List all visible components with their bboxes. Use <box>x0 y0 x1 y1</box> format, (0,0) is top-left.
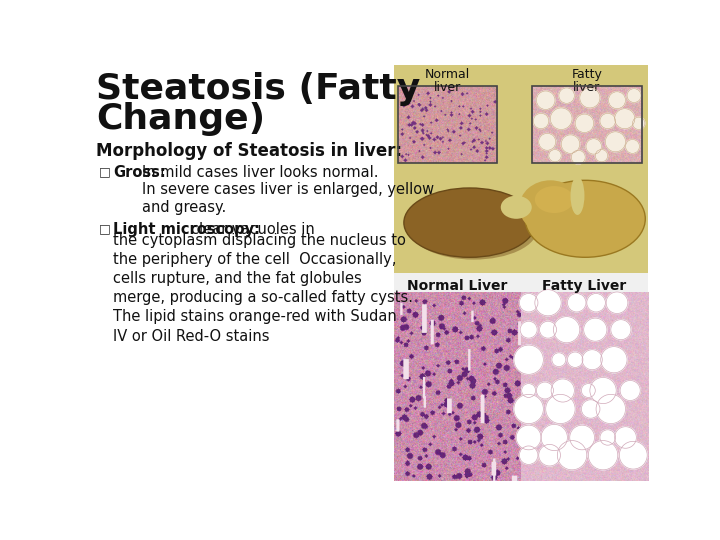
Circle shape <box>514 394 544 423</box>
Bar <box>394 65 648 273</box>
Circle shape <box>534 113 549 129</box>
Circle shape <box>627 89 641 103</box>
Circle shape <box>536 91 555 110</box>
Circle shape <box>516 425 541 450</box>
Circle shape <box>539 133 556 150</box>
Circle shape <box>535 289 561 316</box>
Bar <box>532 86 642 164</box>
Circle shape <box>520 321 537 338</box>
Circle shape <box>549 150 561 162</box>
Circle shape <box>600 347 627 373</box>
Text: Steatosis (Fatty: Steatosis (Fatty <box>96 72 420 106</box>
Circle shape <box>546 394 575 423</box>
Circle shape <box>519 446 538 464</box>
Circle shape <box>552 353 566 367</box>
Circle shape <box>606 292 628 314</box>
Text: Fatty Liver: Fatty Liver <box>542 279 626 293</box>
Circle shape <box>584 318 607 341</box>
Ellipse shape <box>535 186 574 213</box>
Circle shape <box>581 400 600 418</box>
Circle shape <box>567 294 586 312</box>
Ellipse shape <box>410 198 538 260</box>
Ellipse shape <box>404 188 536 257</box>
Text: □: □ <box>99 222 111 235</box>
Circle shape <box>522 383 536 397</box>
Text: Morphology of Steatosis in liver:: Morphology of Steatosis in liver: <box>96 142 402 160</box>
Circle shape <box>561 135 580 153</box>
Circle shape <box>580 88 600 108</box>
Ellipse shape <box>525 180 645 257</box>
Circle shape <box>596 394 626 423</box>
Circle shape <box>551 379 575 402</box>
Circle shape <box>590 377 616 403</box>
Circle shape <box>582 350 602 370</box>
Circle shape <box>626 139 639 153</box>
Circle shape <box>581 383 595 397</box>
Circle shape <box>550 108 572 130</box>
Circle shape <box>575 114 594 132</box>
Circle shape <box>588 441 618 470</box>
Circle shape <box>619 441 647 469</box>
Circle shape <box>632 117 645 130</box>
Circle shape <box>595 150 608 162</box>
Ellipse shape <box>500 195 532 219</box>
Circle shape <box>514 345 544 374</box>
Text: Fatty
liver: Fatty liver <box>572 68 602 94</box>
Circle shape <box>611 320 631 340</box>
Bar <box>397 86 497 164</box>
Circle shape <box>570 425 595 450</box>
Circle shape <box>536 382 554 399</box>
Text: Normal
liver: Normal liver <box>425 68 470 94</box>
Ellipse shape <box>519 180 581 234</box>
Circle shape <box>608 92 626 109</box>
Circle shape <box>615 109 635 129</box>
Bar <box>394 273 648 481</box>
Text: Change): Change) <box>96 102 266 136</box>
Circle shape <box>541 424 567 450</box>
Text: Normal Liver: Normal Liver <box>408 279 508 293</box>
Text: Light microscopy:: Light microscopy: <box>113 222 266 237</box>
Ellipse shape <box>570 177 585 215</box>
Circle shape <box>615 427 636 448</box>
Circle shape <box>620 381 640 401</box>
Text: Gross:: Gross: <box>113 165 166 180</box>
Text: the cytoplasm displacing the nucleus to
the periphery of the cell  Occasionally,: the cytoplasm displacing the nucleus to … <box>113 233 413 343</box>
Circle shape <box>519 294 538 312</box>
Circle shape <box>567 352 583 367</box>
Circle shape <box>600 113 616 129</box>
Text: In mild cases liver looks normal.
In severe cases liver is enlarged, yellow
and : In mild cases liver looks normal. In sev… <box>142 165 434 215</box>
Circle shape <box>571 150 585 164</box>
Circle shape <box>554 316 580 343</box>
Circle shape <box>559 88 575 103</box>
Circle shape <box>539 444 560 466</box>
Circle shape <box>557 441 587 470</box>
Circle shape <box>539 321 557 338</box>
Circle shape <box>606 132 626 152</box>
Circle shape <box>600 430 616 445</box>
Text: □: □ <box>99 165 111 178</box>
Circle shape <box>587 294 606 312</box>
Circle shape <box>586 139 601 154</box>
Text: clear vacuoles in: clear vacuoles in <box>191 222 315 237</box>
